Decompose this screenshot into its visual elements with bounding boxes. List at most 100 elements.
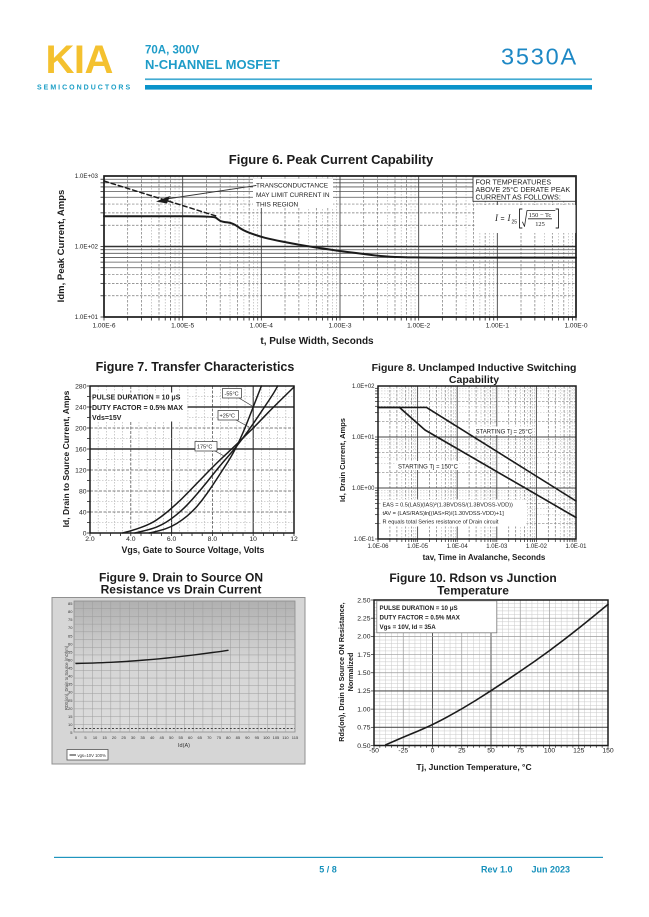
svg-text:6.0: 6.0 (167, 536, 177, 543)
svg-text:-25: -25 (398, 748, 408, 755)
svg-text:Figure 10. Rdson vs Junction: Figure 10. Rdson vs Junction (389, 571, 556, 585)
svg-text:10: 10 (68, 722, 73, 727)
svg-text:1.00E-4: 1.00E-4 (250, 323, 273, 330)
svg-text:t, Pulse Width, Seconds: t, Pulse Width, Seconds (260, 336, 374, 347)
svg-text:I: I (507, 213, 512, 223)
svg-text:90: 90 (245, 735, 250, 740)
svg-text:Vgs = 10V, Id = 35A: Vgs = 10V, Id = 35A (380, 624, 437, 631)
svg-text:15: 15 (68, 714, 73, 719)
svg-text:8.0: 8.0 (208, 536, 218, 543)
svg-text:Id, Drain Current, Amps: Id, Drain Current, Amps (338, 418, 347, 502)
svg-text:PULSE DURATION = 10 μS: PULSE DURATION = 10 μS (92, 395, 181, 402)
svg-text:Figure 7. Transfer Characteris: Figure 7. Transfer Characteristics (96, 360, 295, 374)
svg-text:50: 50 (487, 748, 495, 755)
svg-text:2.00: 2.00 (357, 634, 370, 641)
svg-text:Figure 8. Unclamped Inductive: Figure 8. Unclamped Inductive Switching (372, 362, 577, 374)
svg-text:55: 55 (179, 735, 184, 740)
svg-text:80: 80 (68, 609, 73, 614)
svg-text:115: 115 (292, 735, 299, 740)
svg-text:175°C: 175°C (197, 445, 212, 451)
svg-text:25: 25 (121, 735, 126, 740)
svg-text:150: 150 (602, 748, 614, 755)
svg-text:Id, Drain to Source Current, A: Id, Drain to Source Current, Amps (61, 390, 71, 527)
svg-text:5 / 8: 5 / 8 (319, 865, 337, 875)
svg-text:1.0E+02: 1.0E+02 (352, 384, 375, 390)
svg-text:THIS REGION: THIS REGION (256, 202, 299, 209)
svg-text:85: 85 (68, 601, 73, 606)
svg-text:1.0E+03: 1.0E+03 (75, 173, 99, 180)
svg-text:1.00E-1: 1.00E-1 (486, 323, 509, 330)
svg-text:70A, 300V: 70A, 300V (145, 45, 200, 57)
svg-text:-55°C: -55°C (225, 392, 239, 398)
svg-text:160: 160 (75, 446, 87, 453)
svg-text:Temperature: Temperature (437, 584, 509, 598)
svg-text:STARTING Tj = 25°C: STARTING Tj = 25°C (476, 430, 533, 436)
svg-text:80: 80 (226, 735, 231, 740)
svg-text:200: 200 (75, 425, 87, 432)
svg-text:50: 50 (169, 735, 174, 740)
svg-text:2.50: 2.50 (357, 597, 370, 604)
svg-text:15: 15 (102, 735, 107, 740)
svg-text:85: 85 (236, 735, 241, 740)
svg-text:0.75: 0.75 (357, 725, 370, 732)
svg-text:SEMICONDUCTORS: SEMICONDUCTORS (37, 85, 132, 92)
svg-text:=: = (501, 216, 505, 223)
svg-text:Figure 9. Drain to Source ON: Figure 9. Drain to Source ON (99, 571, 263, 585)
svg-text:0: 0 (75, 735, 78, 740)
svg-text:1.0E+01: 1.0E+01 (75, 314, 99, 321)
svg-text:RDS(on), Drain to Source (mOhm: RDS(on), Drain to Source (mOhm) (64, 645, 69, 710)
svg-text:4.0: 4.0 (126, 536, 136, 543)
svg-text:35: 35 (68, 682, 73, 687)
svg-text:30: 30 (68, 690, 73, 695)
svg-text:0.50: 0.50 (357, 743, 370, 750)
svg-text:25: 25 (458, 748, 466, 755)
svg-text:70: 70 (68, 625, 73, 630)
svg-text:80: 80 (79, 488, 87, 495)
svg-text:Tj, Junction Temperature, °C: Tj, Junction Temperature, °C (416, 762, 531, 772)
svg-text:60: 60 (68, 641, 73, 646)
svg-text:12: 12 (290, 536, 298, 543)
svg-text:40: 40 (68, 674, 73, 679)
svg-text:70: 70 (207, 735, 212, 740)
svg-text:1.0E-06: 1.0E-06 (367, 544, 389, 550)
svg-text:75: 75 (217, 735, 222, 740)
svg-text:1.0E-02: 1.0E-02 (526, 544, 548, 550)
svg-text:25: 25 (68, 698, 73, 703)
svg-text:1.00E-5: 1.00E-5 (171, 323, 194, 330)
svg-text:280: 280 (75, 383, 87, 390)
svg-text:25: 25 (512, 220, 518, 226)
svg-text:60: 60 (188, 735, 193, 740)
svg-text:35: 35 (140, 735, 145, 740)
svg-text:150 − Tc: 150 − Tc (529, 212, 552, 219)
svg-text:FOR TEMPERATURES: FOR TEMPERATURES (476, 178, 552, 187)
svg-text:5: 5 (70, 730, 73, 735)
svg-text:125: 125 (573, 748, 585, 755)
svg-text:110: 110 (282, 735, 289, 740)
svg-text:30: 30 (131, 735, 136, 740)
svg-text:125: 125 (535, 221, 545, 228)
svg-text:Id(A): Id(A) (178, 743, 190, 749)
svg-text:120: 120 (75, 467, 87, 474)
svg-text:Capability: Capability (449, 374, 499, 386)
svg-text:1.0E+00: 1.0E+00 (352, 486, 375, 492)
svg-text:1.00E-0: 1.00E-0 (564, 323, 587, 330)
svg-text:0: 0 (431, 748, 435, 755)
svg-text:1.00E-6: 1.00E-6 (92, 323, 115, 330)
svg-text:1.0E-04: 1.0E-04 (447, 544, 469, 550)
svg-text:vgs=10V 100%: vgs=10V 100% (78, 753, 107, 758)
svg-text:100: 100 (263, 735, 270, 740)
svg-text:KIA: KIA (46, 38, 113, 82)
svg-text:1.00E-3: 1.00E-3 (328, 323, 351, 330)
svg-text:Normalized: Normalized (346, 653, 355, 692)
svg-text:45: 45 (159, 735, 164, 740)
svg-text:240: 240 (75, 404, 87, 411)
svg-text:1.0E-03: 1.0E-03 (486, 544, 508, 550)
svg-text:MAY LIMIT CURRENT IN: MAY LIMIT CURRENT IN (256, 192, 330, 199)
svg-text:+25°C: +25°C (220, 414, 236, 420)
svg-text:55: 55 (68, 649, 73, 654)
svg-text:1.0E-05: 1.0E-05 (407, 544, 429, 550)
svg-text:1.00: 1.00 (357, 706, 370, 713)
svg-text:Figure 6. Peak Current Capabil: Figure 6. Peak Current Capability (229, 152, 434, 167)
svg-text:I: I (494, 213, 499, 223)
svg-text:PULSE DURATION = 10 μS: PULSE DURATION = 10 μS (380, 605, 458, 612)
